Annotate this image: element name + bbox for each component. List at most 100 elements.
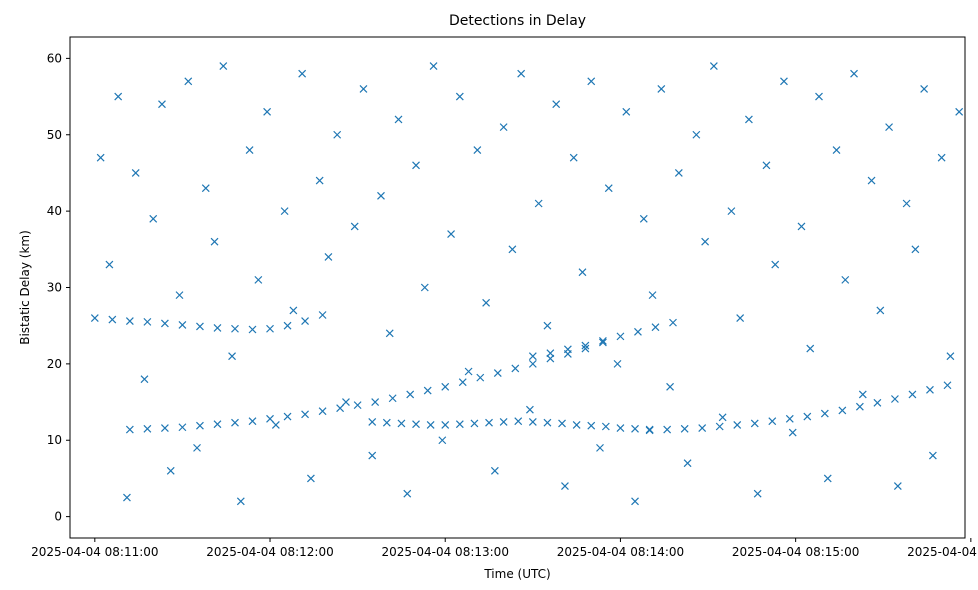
data-point <box>315 176 324 185</box>
data-point <box>266 324 274 333</box>
data-point <box>873 398 882 407</box>
data-point <box>674 169 683 177</box>
data-point <box>485 418 493 427</box>
data-point <box>955 107 964 116</box>
data-point <box>598 338 607 347</box>
data-point <box>160 319 169 328</box>
data-point <box>131 169 140 177</box>
data-point <box>680 424 689 433</box>
data-point <box>306 474 315 483</box>
data-point <box>473 146 482 154</box>
data-point <box>534 199 543 208</box>
data-point <box>692 130 701 139</box>
y-tick-label: 60 <box>47 51 62 65</box>
data-point <box>213 420 222 429</box>
data-point <box>657 85 666 93</box>
data-point <box>750 419 759 428</box>
data-point <box>876 306 885 315</box>
data-point <box>368 451 377 460</box>
data-point <box>943 381 952 390</box>
x-tick-label: 2025-04-04 08:14:00 <box>557 545 684 559</box>
data-point <box>651 323 660 332</box>
x-tick-label: 2025-04-04 08:16:00 <box>907 545 978 559</box>
y-tick-label: 20 <box>47 357 62 371</box>
data-point <box>455 92 464 101</box>
data-point <box>569 153 578 162</box>
data-point <box>493 369 502 377</box>
data-point <box>517 69 526 78</box>
data-point <box>318 407 327 416</box>
data-point <box>528 359 537 368</box>
data-point <box>125 425 134 434</box>
data-point <box>850 69 858 78</box>
data-point <box>96 153 105 162</box>
data-point <box>283 321 292 330</box>
data-point <box>196 421 204 430</box>
data-point <box>231 418 239 427</box>
data-point <box>946 352 955 361</box>
data-point <box>438 436 447 445</box>
y-axis-label: Bistatic Delay (km) <box>18 230 32 345</box>
data-point <box>123 493 131 502</box>
data-point <box>301 410 309 419</box>
data-point <box>552 100 561 109</box>
data-point <box>125 317 134 326</box>
data-point <box>768 417 777 426</box>
data-point <box>823 474 832 483</box>
data-point <box>193 443 201 452</box>
data-point <box>490 466 499 475</box>
data-point <box>175 291 184 300</box>
data-point <box>803 412 812 421</box>
data-point <box>634 327 642 336</box>
data-point <box>426 421 435 429</box>
data-point <box>572 421 581 429</box>
data-point <box>596 443 604 452</box>
data-point <box>771 260 780 269</box>
data-point <box>149 214 158 223</box>
data-point <box>753 489 762 498</box>
data-point <box>908 390 917 399</box>
data-point <box>581 341 590 350</box>
data-point <box>797 222 806 231</box>
data-point <box>587 421 596 430</box>
data-point <box>558 419 566 428</box>
data-point <box>928 451 937 460</box>
y-axis-ticks: 0 10 20 30 40 50 60 <box>47 51 70 524</box>
data-point <box>663 425 672 434</box>
data-point <box>245 146 254 154</box>
data-point <box>820 409 829 418</box>
data-point <box>114 92 123 101</box>
data-point <box>639 214 648 223</box>
chart-title: Detections in Delay <box>449 13 586 29</box>
data-point <box>318 311 327 319</box>
data-point <box>858 390 867 399</box>
data-point <box>598 337 607 345</box>
data-point <box>762 161 771 170</box>
data-point <box>248 325 257 334</box>
data-point <box>683 459 692 468</box>
data-point <box>377 191 385 200</box>
x-tick-label: 2025-04-04 08:12:00 <box>206 545 333 559</box>
data-point <box>423 386 432 395</box>
data-points <box>90 62 964 506</box>
data-point <box>601 422 610 431</box>
data-point <box>482 298 491 307</box>
data-point <box>248 417 257 426</box>
data-point <box>166 466 175 475</box>
data-point <box>298 69 307 78</box>
data-point <box>143 317 152 326</box>
data-point <box>855 402 864 411</box>
data-point <box>511 364 520 373</box>
data-point <box>631 424 639 433</box>
data-point <box>447 230 455 238</box>
data-point <box>271 421 280 429</box>
data-point <box>648 291 657 300</box>
data-point <box>266 414 274 423</box>
data-point <box>441 421 450 429</box>
y-tick-label: 30 <box>47 281 62 295</box>
data-point <box>420 283 429 292</box>
data-point <box>280 207 289 216</box>
x-tick-label: 2025-04-04 08:11:00 <box>31 545 158 559</box>
data-point <box>210 237 219 246</box>
